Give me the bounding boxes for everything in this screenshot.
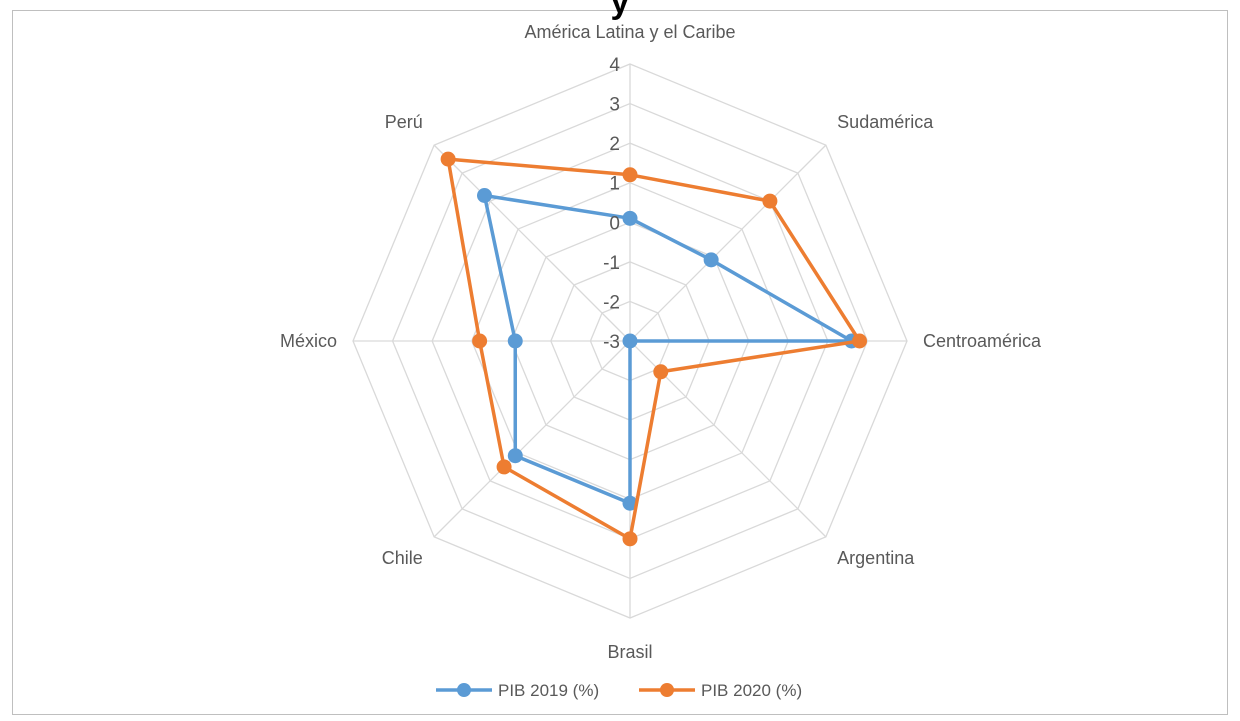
- grid-spoke: [629, 144, 827, 342]
- data-point-1-7: [440, 151, 456, 167]
- category-label: Perú: [385, 112, 423, 132]
- data-point-0-0: [622, 210, 638, 226]
- r-tick-label: -3: [603, 332, 620, 353]
- legend-item-0: PIB 2019 (%): [436, 681, 599, 700]
- grid-spoke: [433, 340, 631, 538]
- chart-frame: [12, 10, 1228, 715]
- legend: PIB 2019 (%) PIB 2020 (%): [436, 681, 802, 700]
- radar-labels: 4 3 2 1 0 -1 -2 -3 América Latina y el Caribe Sud…: [280, 22, 1042, 662]
- r-tick-label: 1: [609, 174, 620, 195]
- data-point-1-6: [472, 333, 488, 349]
- data-point-1-5: [496, 459, 512, 475]
- category-label: México: [280, 331, 337, 351]
- r-tick-label: -2: [603, 292, 620, 313]
- legend-marker: [660, 683, 674, 697]
- data-point-0-7: [476, 187, 492, 203]
- data-point-1-1: [762, 193, 778, 209]
- series-line-1: [446, 157, 862, 541]
- category-label: Centroamérica: [923, 331, 1042, 351]
- data-point-0-6: [507, 333, 523, 349]
- category-label: Brasil: [607, 642, 652, 662]
- category-label: Chile: [382, 548, 423, 568]
- r-tick-label: 2: [609, 134, 620, 155]
- category-label: Argentina: [837, 548, 915, 568]
- category-label: América Latina y el Caribe: [524, 22, 735, 42]
- data-point-1-3: [653, 364, 669, 380]
- legend-item-1: PIB 2020 (%): [639, 681, 802, 700]
- legend-label: PIB 2020 (%): [701, 681, 802, 700]
- data-point-0-3: [622, 333, 638, 349]
- data-point-1-4: [622, 531, 638, 547]
- data-point-0-1: [703, 252, 719, 268]
- r-tick-label: -1: [603, 253, 620, 274]
- category-label: Sudamérica: [837, 112, 934, 132]
- data-point-0-5: [507, 448, 523, 464]
- r-tick-label: 4: [609, 55, 620, 76]
- data-point-1-2: [852, 333, 868, 349]
- legend-label: PIB 2019 (%): [498, 681, 599, 700]
- radar-series: [440, 151, 868, 547]
- r-tick-label: 3: [609, 95, 620, 116]
- legend-marker: [457, 683, 471, 697]
- data-point-1-0: [622, 167, 638, 183]
- chart-title: y: [610, 0, 630, 21]
- grid-spoke: [433, 144, 631, 342]
- r-tick-label: 0: [609, 213, 620, 234]
